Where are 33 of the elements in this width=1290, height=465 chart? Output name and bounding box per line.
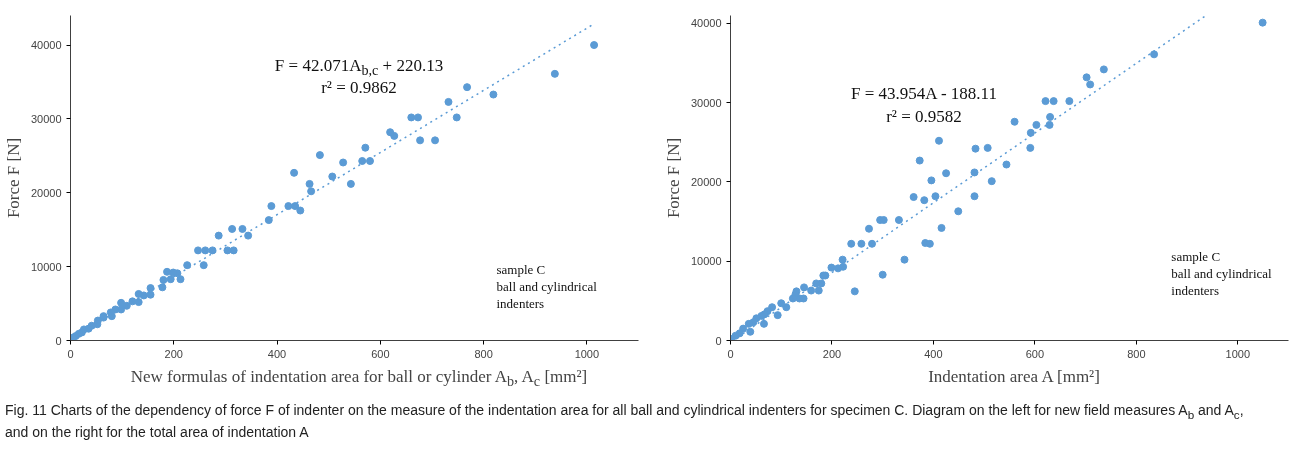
y-tick-label: 10000 xyxy=(30,260,62,273)
annotation: sample C ball and cylindrical indenters xyxy=(496,261,598,311)
x-tick-label: 800 xyxy=(1127,347,1146,360)
y-axis-title: Force F [N] xyxy=(3,137,23,219)
y-tick-label: 10000 xyxy=(690,255,722,268)
text: Fig. 11 Charts of the dependency of force F of indenter on the measure of the indentation area for all ball and cylindrical indenters for specimen C. Diagram on the left for new field measures A$_{b}$ and A$_{c}$, and on the right for the total area of indentation A xyxy=(5,402,1244,440)
annotation: F = 43.954A - 188.11 xyxy=(851,83,997,105)
x-tick-label: 400 xyxy=(924,347,943,360)
y-tick-label: 20000 xyxy=(690,175,722,188)
y-tick-label: 30000 xyxy=(690,96,722,109)
x-tick-label: 200 xyxy=(164,347,183,360)
x-tick-label: 600 xyxy=(371,347,390,360)
annotation: F = 42.071A$_{b,c}$ + 220.13 xyxy=(274,56,444,79)
y-tick-label: 40000 xyxy=(690,17,722,30)
x-tick-label: 0 xyxy=(727,347,734,360)
x-tick-label: 400 xyxy=(267,347,287,360)
y-axis-title: Force F [N] xyxy=(663,137,683,219)
x-tick-label: 200 xyxy=(822,347,842,360)
y-tick-label: 40000 xyxy=(30,39,62,52)
annotation: r² = 0.9582 xyxy=(886,106,962,128)
x-tick-label: 1000 xyxy=(574,347,600,360)
x-axis-title: Indentation area A [mm²] xyxy=(927,366,1101,388)
y-tick-label: 0 xyxy=(55,334,62,347)
x-tick-label: 0 xyxy=(67,347,74,360)
annotation: r² = 0.9862 xyxy=(321,77,397,99)
x-tick-label: 800 xyxy=(474,347,493,360)
y-tick-label: 30000 xyxy=(30,112,62,125)
x-axis-title: New formulas of indentation area for ball or cylinder A$_{b}$, A$_{c}$ [mm²] xyxy=(129,366,589,392)
y-tick-label: 20000 xyxy=(30,186,62,199)
x-tick-label: 600 xyxy=(1025,347,1045,360)
y-tick-label: 0 xyxy=(715,334,722,347)
annotation: sample C ball and cylindrical indenters xyxy=(1171,248,1273,298)
x-tick-label: 1000 xyxy=(1225,347,1251,360)
